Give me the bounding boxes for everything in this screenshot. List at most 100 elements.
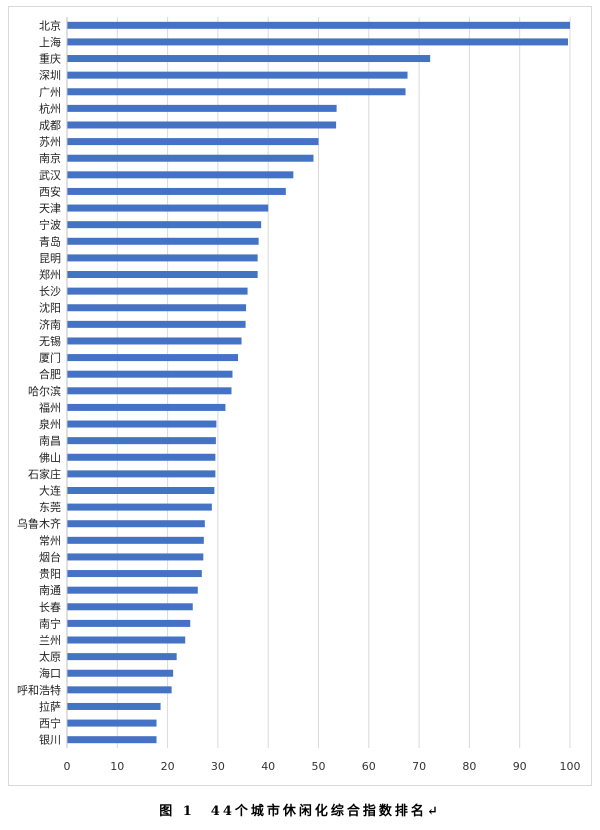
bar-13 [67,237,259,245]
category-label-3: 深圳 [39,69,61,82]
category-label-41: 拉萨 [39,699,61,713]
bar-1 [67,38,568,46]
bar-42 [67,719,157,727]
bar-15 [67,271,258,279]
bar-chart: 北京上海重庆深圳广州杭州成都苏州南京武汉西安天津宁波青岛昆明郑州长沙沈阳济南无锡… [17,17,581,773]
bar-24 [67,420,217,428]
bar-18 [67,320,246,328]
category-label-32: 烟台 [39,550,61,564]
category-label-34: 南通 [39,584,61,597]
bar-10 [67,187,286,195]
category-label-38: 太原 [39,651,61,664]
category-label-27: 石家庄 [28,467,61,481]
bar-7 [67,138,319,146]
figure-caption: 图 1 44个城市休闲化综合指数排名↵ [159,804,441,819]
x-tick-label-70: 70 [412,760,426,773]
category-label-13: 青岛 [39,234,61,248]
bar-33 [67,570,202,578]
x-tick-label-90: 90 [513,760,527,773]
x-tick-label-10: 10 [110,760,124,773]
bar-19 [67,337,242,345]
category-label-16: 长沙 [39,285,61,298]
bar-39 [67,669,174,677]
bar-12 [67,221,262,229]
bar-21 [67,370,233,378]
bar-38 [67,653,177,661]
category-label-19: 无锡 [39,334,61,348]
category-label-29: 东莞 [39,501,61,514]
category-label-42: 西宁 [39,716,61,730]
category-label-26: 佛山 [39,451,61,464]
bar-0 [67,21,570,29]
category-label-43: 银川 [39,733,61,747]
category-label-7: 苏州 [39,136,61,149]
category-label-2: 重庆 [39,52,61,66]
bar-29 [67,503,212,511]
category-label-17: 沈阳 [39,301,61,315]
bar-22 [67,387,232,395]
bar-11 [67,204,269,212]
bar-17 [67,304,247,312]
bar-8 [67,154,314,162]
bar-4 [67,88,406,96]
bar-16 [67,287,248,295]
bar-43 [67,736,157,744]
category-label-23: 福州 [39,400,61,414]
x-tick-label-100: 100 [560,760,581,773]
bar-40 [67,686,172,694]
bar-32 [67,553,204,561]
category-label-8: 南京 [39,151,61,165]
category-label-0: 北京 [39,18,61,32]
bar-30 [67,520,205,528]
bar-27 [67,470,216,478]
bar-5 [67,104,337,112]
bar-37 [67,636,186,644]
category-label-12: 宁波 [39,218,61,232]
category-label-40: 呼和浩特 [17,683,61,697]
bar-23 [67,403,226,411]
category-label-20: 厦门 [39,351,61,365]
category-label-21: 合肥 [39,367,61,381]
bar-25 [67,437,216,445]
bar-36 [67,619,191,627]
chart-frame: 北京 上海 重庆 深圳 广州 杭州 成都 苏州 南京 武汉 西安 天津 宁波 青岛 昆明 郑州 长沙 沈阳 济南 无锡… [8,6,592,786]
bar-3 [67,71,408,79]
x-tick-label-30: 30 [211,760,225,773]
bar-20 [67,354,239,362]
category-label-36: 南宁 [39,616,61,630]
bar-26 [67,453,216,461]
category-label-33: 贵阳 [39,568,61,581]
category-label-4: 广州 [39,86,61,99]
category-label-6: 成都 [39,119,61,132]
bar-14 [67,254,258,262]
category-label-15: 郑州 [39,268,61,282]
category-label-22: 哈尔滨 [28,384,61,398]
category-label-5: 杭州 [39,101,61,115]
category-label-35: 长春 [39,601,61,614]
bar-35 [67,603,193,611]
category-label-1: 上海 [39,35,61,49]
category-label-31: 常州 [39,534,61,547]
category-label-14: 昆明 [39,252,61,265]
bar-28 [67,486,215,494]
category-label-37: 兰州 [39,634,61,647]
x-tick-label-50: 50 [312,760,326,773]
x-tick-label-60: 60 [362,760,376,773]
x-tick-label-0: 0 [64,760,71,773]
category-label-30: 乌鲁木齐 [17,517,61,531]
x-tick-label-80: 80 [462,760,476,773]
bar-34 [67,586,198,594]
category-label-11: 天津 [39,202,61,215]
bar-2 [67,55,431,63]
bar-9 [67,171,294,179]
category-label-10: 西安 [39,184,61,198]
bar-31 [67,536,204,544]
category-label-24: 泉州 [39,417,61,431]
category-label-25: 南昌 [39,435,61,448]
category-label-18: 济南 [39,317,61,331]
bar-41 [67,702,161,710]
x-tick-label-40: 40 [261,760,275,773]
category-label-28: 大连 [39,483,61,497]
bar-6 [67,121,337,129]
category-label-39: 海口 [39,666,61,680]
